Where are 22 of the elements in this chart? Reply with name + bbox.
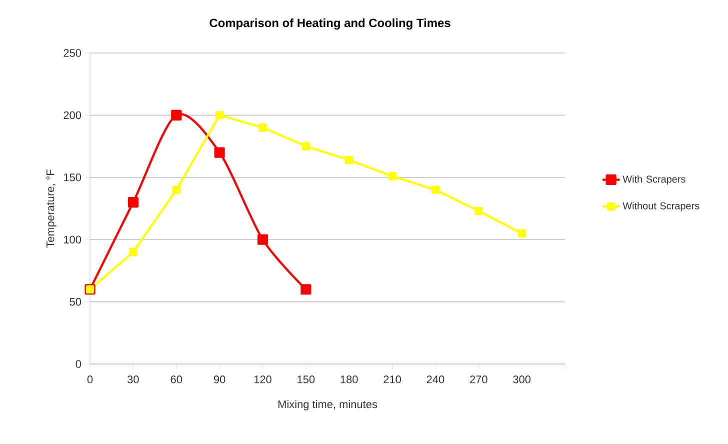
chart-title: Comparison of Heating and Cooling Times xyxy=(210,18,450,30)
legend-label: Without Scrapers xyxy=(622,202,700,212)
y-axis-title: Temperature, °F xyxy=(46,170,56,248)
x-tick-label: 240 xyxy=(426,376,444,384)
x-tick-label: 0 xyxy=(87,376,93,384)
x-tick-label: 150 xyxy=(298,376,315,384)
x-tick-label: 30 xyxy=(128,376,139,384)
y-tick-label: 0 xyxy=(76,360,82,368)
x-tick-label: 300 xyxy=(513,376,531,384)
x-axis-title: Mixing time, minutes xyxy=(278,400,378,410)
x-tick-label: 210 xyxy=(384,376,401,384)
y-tick-label: 250 xyxy=(64,49,82,57)
y-tick-label: 50 xyxy=(70,298,82,306)
x-tick-label: 270 xyxy=(470,376,488,384)
x-tick-label: 90 xyxy=(214,376,226,384)
y-tick-label: 100 xyxy=(64,236,82,244)
y-tick-label: 200 xyxy=(64,111,82,120)
x-tick-label: 120 xyxy=(254,376,272,384)
x-tick-label: 180 xyxy=(340,376,358,384)
legend-label: With Scrapers xyxy=(622,175,686,185)
x-tick-label: 60 xyxy=(170,376,182,384)
y-tick-label: 150 xyxy=(64,174,82,182)
